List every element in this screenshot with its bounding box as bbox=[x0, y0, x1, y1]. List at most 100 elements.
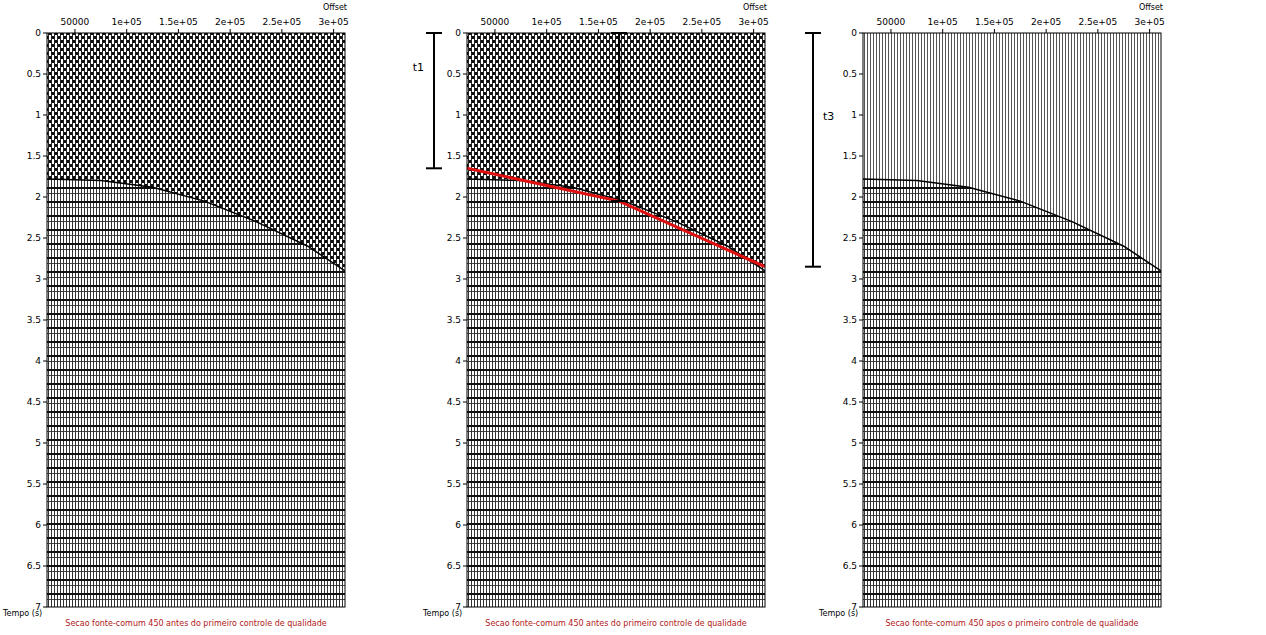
y-tick bbox=[463, 566, 467, 567]
x-tick bbox=[994, 29, 995, 33]
y-axis-label: Tempo (s) bbox=[2, 609, 42, 618]
y-tick bbox=[463, 33, 467, 34]
y-tick-label: 3 bbox=[455, 274, 461, 284]
x-tick bbox=[546, 29, 547, 33]
y-tick-label: 1.5 bbox=[27, 151, 41, 161]
y-tick bbox=[859, 361, 863, 362]
caption: Secao fonte-comum 450 apos o primeiro co… bbox=[885, 619, 1138, 628]
bracket-cap bbox=[805, 266, 821, 268]
y-tick bbox=[463, 361, 467, 362]
y-tick-label: 6 bbox=[455, 520, 461, 530]
y-tick bbox=[463, 74, 467, 75]
bracket-label: t1 bbox=[413, 61, 424, 74]
y-tick bbox=[463, 443, 467, 444]
y-tick-label: 5 bbox=[35, 438, 41, 448]
x-tick bbox=[230, 29, 231, 33]
bracket-line bbox=[812, 33, 814, 267]
figure: 500001e+051.5e+052e+052.5e+053e+05Offset… bbox=[0, 0, 1266, 635]
y-tick-label: 5 bbox=[455, 438, 461, 448]
y-tick bbox=[43, 607, 47, 608]
y-tick-label: 2.5 bbox=[447, 233, 461, 243]
y-tick-label: 5.5 bbox=[447, 479, 461, 489]
x-tick-label: 1e+05 bbox=[928, 17, 958, 27]
x-tick bbox=[942, 29, 943, 33]
reflection-zone bbox=[863, 179, 1161, 607]
y-tick bbox=[43, 156, 47, 157]
y-tick-label: 3.5 bbox=[27, 315, 41, 325]
x-tick bbox=[890, 29, 891, 33]
x-axis-label: Offset bbox=[1139, 3, 1163, 12]
first-break bbox=[467, 179, 765, 271]
x-tick-label: 1e+05 bbox=[112, 17, 142, 27]
y-tick-label: 4 bbox=[35, 356, 41, 366]
y-tick-label: 2 bbox=[35, 192, 41, 202]
y-tick-label: 0.5 bbox=[843, 69, 857, 79]
x-tick-label: 50000 bbox=[877, 17, 906, 27]
y-tick-label: 0 bbox=[455, 28, 461, 38]
caption: Secao fonte-comum 450 antes do primeiro … bbox=[65, 619, 326, 628]
y-tick bbox=[43, 115, 47, 116]
y-tick bbox=[859, 525, 863, 526]
x-tick-label: 50000 bbox=[481, 17, 510, 27]
y-tick bbox=[43, 443, 47, 444]
x-tick-label: 2.5e+05 bbox=[682, 17, 721, 27]
upper-zone bbox=[47, 33, 345, 607]
x-tick-label: 2.5e+05 bbox=[262, 17, 301, 27]
y-tick bbox=[43, 279, 47, 280]
x-axis-label: Offset bbox=[323, 3, 347, 12]
y-tick-label: 2.5 bbox=[843, 233, 857, 243]
x-tick bbox=[753, 29, 754, 33]
y-tick bbox=[859, 279, 863, 280]
y-tick bbox=[463, 484, 467, 485]
y-tick-label: 6 bbox=[35, 520, 41, 530]
y-tick bbox=[43, 320, 47, 321]
y-tick bbox=[463, 320, 467, 321]
y-tick bbox=[43, 361, 47, 362]
x-tick bbox=[281, 29, 282, 33]
picked-line bbox=[467, 168, 765, 266]
y-tick-label: 5 bbox=[851, 438, 857, 448]
y-tick bbox=[463, 156, 467, 157]
x-tick-label: 3e+05 bbox=[318, 17, 348, 27]
y-tick bbox=[463, 279, 467, 280]
x-tick bbox=[333, 29, 334, 33]
y-axis-label: Tempo (s) bbox=[818, 609, 858, 618]
bracket-cap bbox=[805, 32, 821, 34]
x-tick bbox=[650, 29, 651, 33]
y-tick-label: 4.5 bbox=[27, 397, 41, 407]
y-tick bbox=[859, 402, 863, 403]
y-tick bbox=[859, 197, 863, 198]
time-bracket: t3 bbox=[805, 33, 834, 267]
panel: 500001e+051.5e+052e+052.5e+053e+05Offset… bbox=[413, 3, 835, 628]
reflection-zone bbox=[47, 179, 345, 607]
y-tick bbox=[43, 484, 47, 485]
y-tick-label: 3.5 bbox=[447, 315, 461, 325]
y-tick bbox=[463, 238, 467, 239]
y-tick bbox=[463, 402, 467, 403]
x-tick-label: 50000 bbox=[61, 17, 90, 27]
bracket-label: t3 bbox=[823, 110, 834, 123]
y-tick-label: 3 bbox=[851, 274, 857, 284]
frame bbox=[47, 33, 345, 607]
x-tick bbox=[178, 29, 179, 33]
x-tick bbox=[1097, 29, 1098, 33]
y-tick-label: 2.5 bbox=[27, 233, 41, 243]
y-tick bbox=[463, 197, 467, 198]
frame bbox=[467, 33, 765, 607]
y-tick bbox=[859, 484, 863, 485]
x-tick-label: 3e+05 bbox=[738, 17, 768, 27]
x-axis-label: Offset bbox=[743, 3, 767, 12]
y-tick bbox=[43, 566, 47, 567]
plot-area bbox=[47, 33, 345, 607]
y-tick bbox=[43, 74, 47, 75]
bracket-cap bbox=[611, 200, 627, 202]
y-tick bbox=[43, 525, 47, 526]
bracket-cap bbox=[611, 32, 627, 34]
y-tick-label: 6.5 bbox=[447, 561, 461, 571]
x-tick bbox=[1046, 29, 1047, 33]
y-tick bbox=[43, 402, 47, 403]
y-tick bbox=[463, 525, 467, 526]
y-tick-label: 2 bbox=[851, 192, 857, 202]
y-tick bbox=[859, 115, 863, 116]
x-tick-label: 2e+05 bbox=[635, 17, 665, 27]
